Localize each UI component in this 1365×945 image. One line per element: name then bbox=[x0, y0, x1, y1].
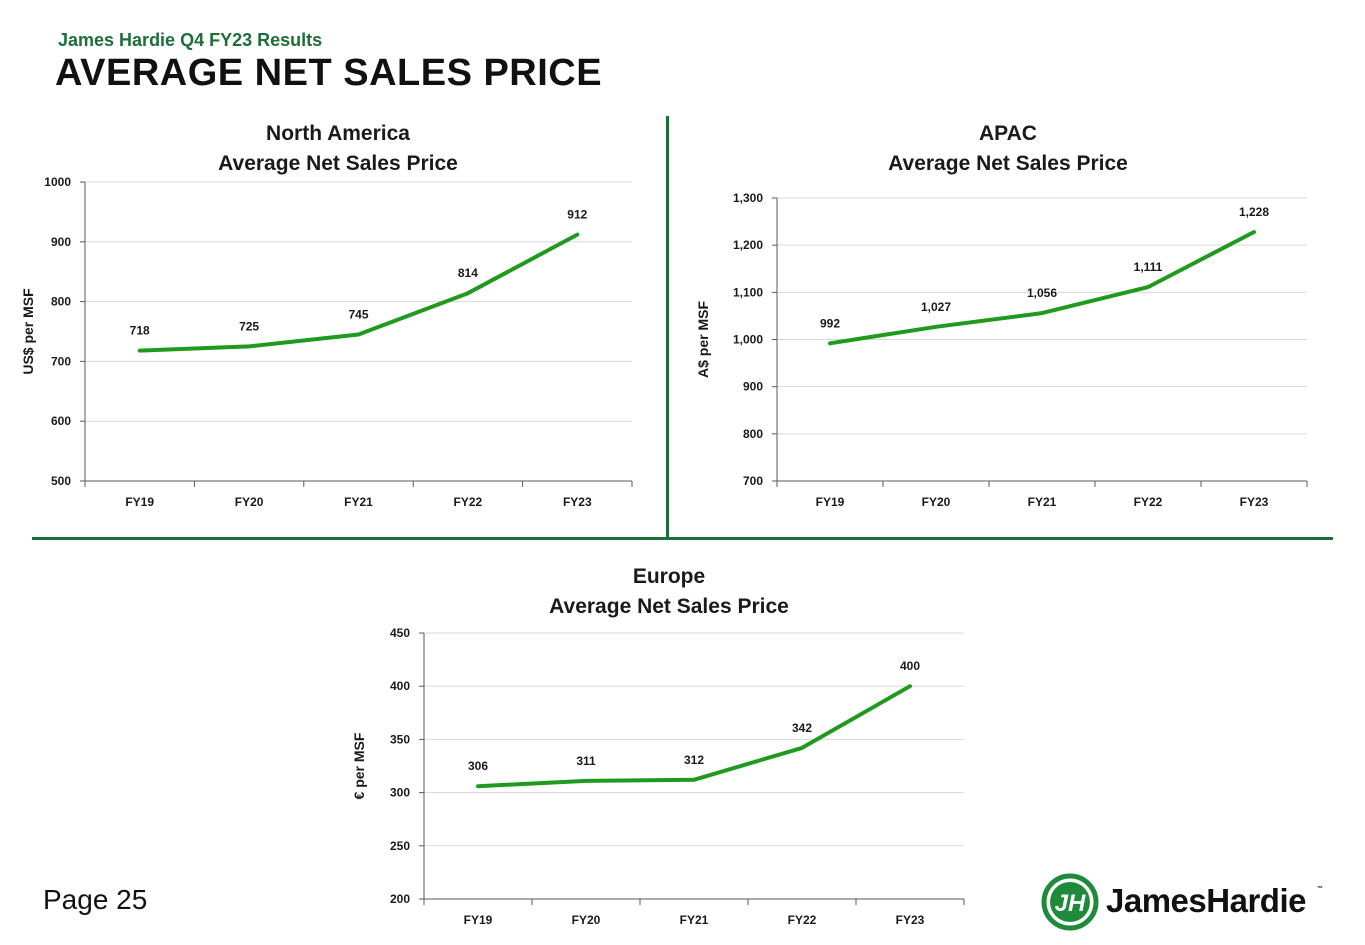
apac-data-label-fy19: 992 bbox=[820, 316, 840, 330]
north-america-data-label-fy21: 745 bbox=[348, 307, 368, 321]
north-america-ytick-label: 900 bbox=[51, 235, 71, 249]
north-america-ytick-label: 600 bbox=[51, 414, 71, 428]
north-america-xtick-label-fy19: FY19 bbox=[125, 495, 154, 509]
europe-ytick-label: 200 bbox=[390, 892, 410, 906]
europe-xtick-label-fy19: FY19 bbox=[464, 913, 493, 927]
europe-xtick-label-fy23: FY23 bbox=[896, 913, 925, 927]
europe-series-line bbox=[476, 684, 912, 789]
europe-ytick-label: 250 bbox=[390, 839, 410, 853]
europe-ytick-label: 300 bbox=[390, 786, 410, 800]
report-subtitle: James Hardie Q4 FY23 Results bbox=[58, 30, 323, 50]
logo-trademark: ™ bbox=[1317, 886, 1323, 892]
europe-title-line2: Average Net Sales Price bbox=[549, 595, 789, 618]
apac-data-label-fy23: 1,228 bbox=[1239, 205, 1269, 219]
north-america-xtick-label-fy22: FY22 bbox=[454, 495, 483, 509]
apac-title-line2: Average Net Sales Price bbox=[888, 152, 1128, 175]
apac-ytick-label: 1,000 bbox=[733, 333, 763, 347]
apac-xtick-label-fy19: FY19 bbox=[816, 495, 845, 509]
apac-data-label-fy22: 1,111 bbox=[1134, 260, 1163, 274]
europe-data-label-fy21: 312 bbox=[684, 753, 704, 767]
apac-xtick-label-fy22: FY22 bbox=[1134, 495, 1163, 509]
apac-title-line1: APAC bbox=[979, 122, 1037, 145]
europe-ytick-label: 350 bbox=[390, 732, 410, 746]
europe-data-label-fy22: 342 bbox=[792, 721, 812, 735]
apac-data-label-fy21: 1,056 bbox=[1027, 286, 1057, 300]
europe-title-line1: Europe bbox=[633, 565, 705, 588]
north-america-data-label-fy19: 718 bbox=[130, 324, 150, 338]
europe-xtick-label-fy22: FY22 bbox=[788, 913, 817, 927]
north-america-ytick-label: 700 bbox=[51, 354, 71, 368]
north-america-title-line2: Average Net Sales Price bbox=[218, 152, 458, 175]
north-america-ytick-label: 800 bbox=[51, 295, 71, 309]
apac-ytick-label: 700 bbox=[743, 474, 763, 488]
apac-xtick-label-fy20: FY20 bbox=[922, 495, 951, 509]
north-america-ylabel: US$ per MSF bbox=[20, 288, 36, 375]
page-number: Page 25 bbox=[43, 884, 148, 915]
europe-ylabel: € per MSF bbox=[351, 732, 367, 799]
north-america-data-label-fy23: 912 bbox=[567, 208, 587, 222]
apac-ytick-label: 1,300 bbox=[733, 191, 763, 205]
north-america-ytick-label: 1000 bbox=[44, 175, 71, 189]
apac-xtick-label-fy23: FY23 bbox=[1240, 495, 1269, 509]
europe-data-label-fy23: 400 bbox=[900, 659, 920, 673]
north-america-data-label-fy20: 725 bbox=[239, 319, 259, 333]
north-america-xtick-label-fy23: FY23 bbox=[563, 495, 592, 509]
europe-data-label-fy19: 306 bbox=[468, 759, 488, 773]
james-hardie-logo-icon: JH bbox=[1041, 873, 1099, 931]
north-america-title-line1: North America bbox=[266, 122, 410, 145]
north-america-series-line bbox=[137, 232, 580, 353]
europe-xtick-label-fy20: FY20 bbox=[572, 913, 601, 927]
apac-ytick-label: 1,200 bbox=[733, 238, 763, 252]
north-america-xtick-label-fy20: FY20 bbox=[235, 495, 264, 509]
vertical-divider bbox=[666, 116, 669, 538]
europe-xtick-label-fy21: FY21 bbox=[680, 913, 709, 927]
apac-ytick-label: 900 bbox=[743, 380, 763, 394]
apac-data-label-fy20: 1,027 bbox=[921, 300, 951, 314]
north-america-ytick-label: 500 bbox=[51, 474, 71, 488]
apac-series-line bbox=[828, 230, 1256, 346]
logo-wordmark: JamesHardie bbox=[1106, 882, 1306, 919]
europe-data-label-fy20: 311 bbox=[576, 754, 596, 768]
apac-xtick-label-fy21: FY21 bbox=[1028, 495, 1057, 509]
page-title: AVERAGE NET SALES PRICE bbox=[55, 52, 603, 94]
horizontal-divider bbox=[32, 537, 1333, 540]
apac-ytick-label: 800 bbox=[743, 427, 763, 441]
north-america-data-label-fy22: 814 bbox=[458, 266, 478, 280]
europe-ytick-label: 400 bbox=[390, 679, 410, 693]
apac-ytick-label: 1,100 bbox=[733, 285, 763, 299]
north-america-xtick-label-fy21: FY21 bbox=[344, 495, 373, 509]
europe-ytick-label: 450 bbox=[390, 626, 410, 640]
apac-ylabel: A$ per MSF bbox=[695, 301, 711, 378]
svg-text:JH: JH bbox=[1055, 890, 1086, 917]
